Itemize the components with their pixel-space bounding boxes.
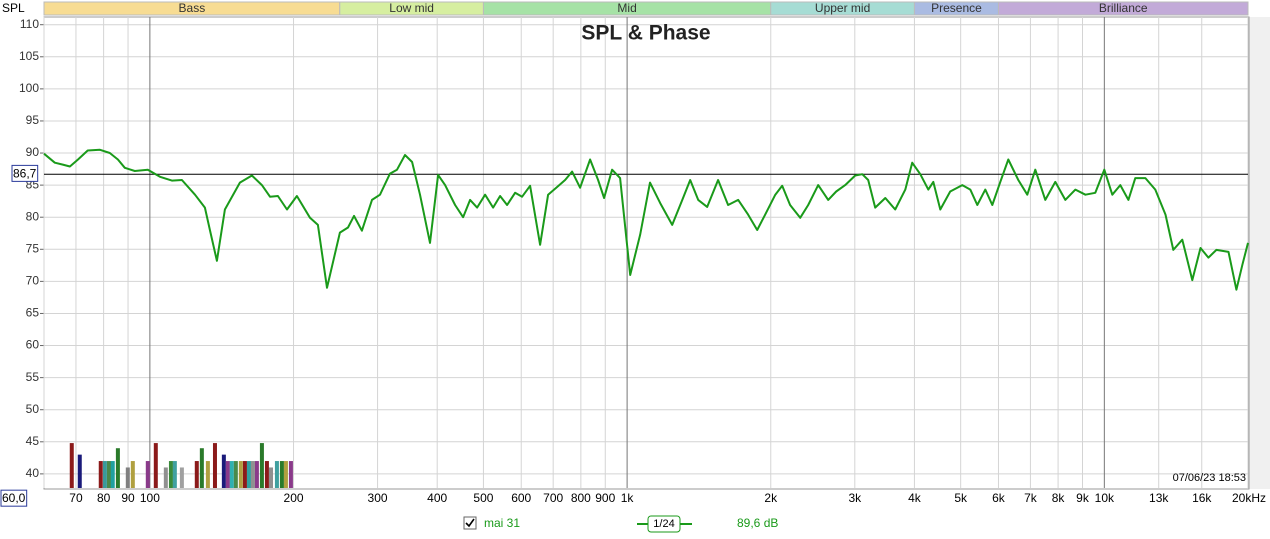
filter-bar [288,461,293,488]
x-tick-label: 500 [473,491,493,505]
filter-bar [229,461,234,488]
filter-bar [106,461,111,488]
x-tick-label: 10k [1095,491,1115,505]
y-axis-label: SPL [2,1,25,15]
x-tick-label: 2k [764,491,778,505]
filter-bar [172,461,177,488]
x-tick-label: 4k [908,491,922,505]
x-tick-label: 600 [511,491,531,505]
x-tick-label: 6k [992,491,1006,505]
legend-level: 89,6 dB [737,516,778,530]
filter-bar [199,448,204,488]
x-tick-label: 80 [97,491,111,505]
band-label: Mid [617,1,636,15]
band-label: Presence [931,1,982,15]
x-tick-label: 20kHz [1232,491,1266,505]
chart-title: SPL & Phase [581,22,710,45]
x-tick-label: 1k [621,491,635,505]
band-label: Brilliance [1099,1,1148,15]
x-tick-label: 13k [1149,491,1169,505]
y-tick-label: 65 [26,306,40,320]
x-tick-label: 100 [140,491,160,505]
x-tick-label: 8k [1052,491,1066,505]
filter-bar [77,454,82,488]
filter-bar [130,461,135,488]
x-tick-label: 7k [1024,491,1038,505]
y-tick-label: 105 [19,49,39,63]
filter-bar [69,443,74,488]
filter-bar [115,448,120,488]
filter-bar [145,461,150,488]
filter-bar [168,461,173,488]
reference-box [11,164,39,182]
filter-bar [269,467,274,488]
y-tick-label: 110 [20,17,39,31]
x-tick-label: 200 [284,491,304,505]
y-tick-label: 40 [26,466,40,480]
filter-bar [179,467,184,488]
filter-bar [264,461,269,488]
filter-bar [125,467,130,488]
band [997,1,1249,16]
y-tick-label: 50 [26,402,40,416]
right-margin [1249,17,1270,489]
x-tick-label: 400 [427,491,447,505]
y-tick-label: 95 [26,113,40,127]
spl-line [43,148,1249,291]
filter-bar [254,461,259,488]
legend-checkbox[interactable] [463,516,477,530]
y-tick-label: 45 [26,434,40,448]
smoothing-box[interactable] [647,515,681,533]
filter-bar [194,461,199,488]
x-tick-label: 800 [571,491,591,505]
y-tick-label: 75 [26,241,40,255]
filter-bar [225,461,230,488]
filter-bar [221,454,226,488]
x-tick-label: 16k [1192,491,1212,505]
legend-entry[interactable]: mai 31 [484,516,520,530]
filter-bar [242,461,247,488]
filter-bar [98,461,103,488]
band-label: Upper mid [815,1,870,15]
y-tick-label: 100 [19,81,39,95]
filter-bar [283,461,288,488]
timestamp: 07/06/23 18:53 [1173,472,1246,484]
smoothing-label: 1/24 [653,518,674,530]
filter-bar [279,461,284,488]
filter-bar [274,461,279,488]
filter-bar [259,443,264,488]
filter-bar [163,467,168,488]
filter-bar [238,461,243,488]
y-tick-label: 55 [26,370,40,384]
y-tick-label: 90 [26,145,40,159]
filter-bar [250,461,255,488]
filter-bar [110,461,115,488]
band-label: Bass [179,1,206,15]
x-origin-box [0,489,28,507]
y-tick-label: 80 [26,209,40,223]
filter-bar [246,461,251,488]
x-tick-label: 60,0 [2,491,26,505]
checkbox-mark [465,518,475,528]
x-tick-label: 3k [848,491,862,505]
filter-bar [233,461,238,488]
x-tick-label: 70 [69,491,83,505]
y-tick-label: 70 [26,274,40,288]
x-tick-label: 700 [543,491,563,505]
filter-bar [102,461,107,488]
x-tick-label: 900 [595,491,615,505]
band-label: Low mid [389,1,434,15]
filter-bar [153,443,158,488]
filter-bar [212,443,217,488]
x-tick-label: 9k [1076,491,1090,505]
plot-area [43,16,1250,490]
reference-label: 86,7 [13,166,37,180]
y-tick-label: 60 [26,338,40,352]
filter-bar [205,461,210,488]
x-tick-label: 300 [368,491,388,505]
x-tick-label: 90 [121,491,135,505]
x-tick-label: 5k [954,491,968,505]
